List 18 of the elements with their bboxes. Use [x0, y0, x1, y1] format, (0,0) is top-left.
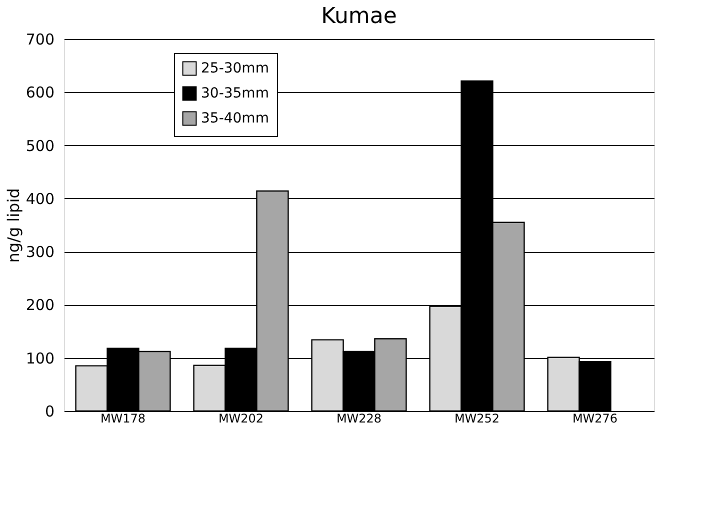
- y-tick-label: 400: [26, 190, 54, 208]
- x-tick-label: MW202: [218, 412, 264, 426]
- chart-title: Kumae: [321, 4, 397, 29]
- x-tick-label: MW228: [336, 412, 382, 426]
- legend-label: 30-35mm: [201, 86, 269, 102]
- y-tick-label: 100: [26, 349, 54, 368]
- y-tick-label: 500: [26, 136, 54, 155]
- y-tick-label: 700: [26, 30, 54, 48]
- x-tick-label: MW252: [454, 412, 500, 426]
- x-tick-label: MW276: [572, 412, 618, 426]
- y-tick-label: 300: [26, 243, 54, 262]
- y-tick-label: 200: [26, 296, 54, 314]
- legend-label: 25-30mm: [201, 60, 269, 76]
- x-tick-label: MW178: [100, 412, 146, 426]
- y-tick-label: 0: [44, 402, 54, 420]
- legend-label: 35-40mm: [201, 110, 269, 126]
- y-axis-title: ng/g lipid: [4, 188, 23, 263]
- y-tick-label: 600: [26, 84, 54, 102]
